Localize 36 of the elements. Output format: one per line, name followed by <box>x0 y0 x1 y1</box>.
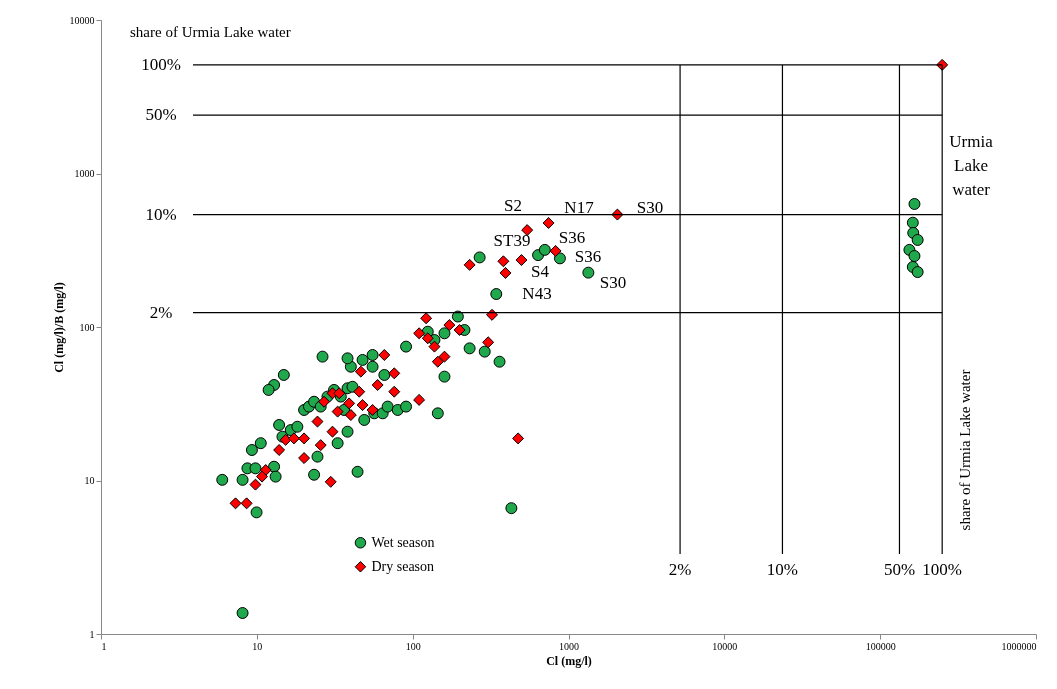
annotation: N43 <box>522 284 552 303</box>
annotation: S36 <box>574 247 602 266</box>
annotation: Urmia Lake water <box>949 132 994 199</box>
annotation: 2% <box>149 302 173 322</box>
annotation: ST39 <box>493 231 531 250</box>
annotation: S30 <box>636 198 664 217</box>
legend-label: Wet season <box>371 534 435 550</box>
x-tick-label: 1 <box>101 640 107 652</box>
y-tick-label: 1 <box>89 628 95 640</box>
annotation: 2% <box>668 560 692 579</box>
y-axis-title: Cl (mg/l)/B (mg/l) <box>51 282 66 373</box>
annotation: 10% <box>766 560 799 579</box>
x-tick-label: 10 <box>252 640 263 652</box>
y-tick-label: 1000 <box>74 168 95 179</box>
annotation: N17 <box>564 198 595 217</box>
x-tick-label: 1000000 <box>1001 640 1037 652</box>
x-tick-label: 1000 <box>559 640 579 652</box>
annotation: share of Urmia Lake water <box>130 24 291 40</box>
y-tick-label: 10 <box>84 475 95 486</box>
annotation: S2 <box>504 196 522 215</box>
x-tick-label: 100 <box>405 640 421 652</box>
x-axis-title: Cl (mg/l) <box>546 653 592 668</box>
annotation: S36 <box>558 228 586 247</box>
annotation: 50% <box>883 560 916 579</box>
annotation: 50% <box>145 105 177 125</box>
legend-label: Dry season <box>371 558 435 574</box>
x-tick-label: 100000 <box>865 640 896 652</box>
y-tick-label: 10000 <box>69 14 95 26</box>
annotation: S4 <box>531 262 550 281</box>
y-tick-label: 100 <box>79 321 95 333</box>
annotation: 100% <box>922 560 963 579</box>
annotation: share of Urmia Lake water <box>957 369 973 531</box>
annotation: 10% <box>145 204 177 224</box>
x-tick-label: 10000 <box>712 640 738 652</box>
annotation: S30 <box>599 273 627 292</box>
annotation: 100% <box>141 54 181 74</box>
